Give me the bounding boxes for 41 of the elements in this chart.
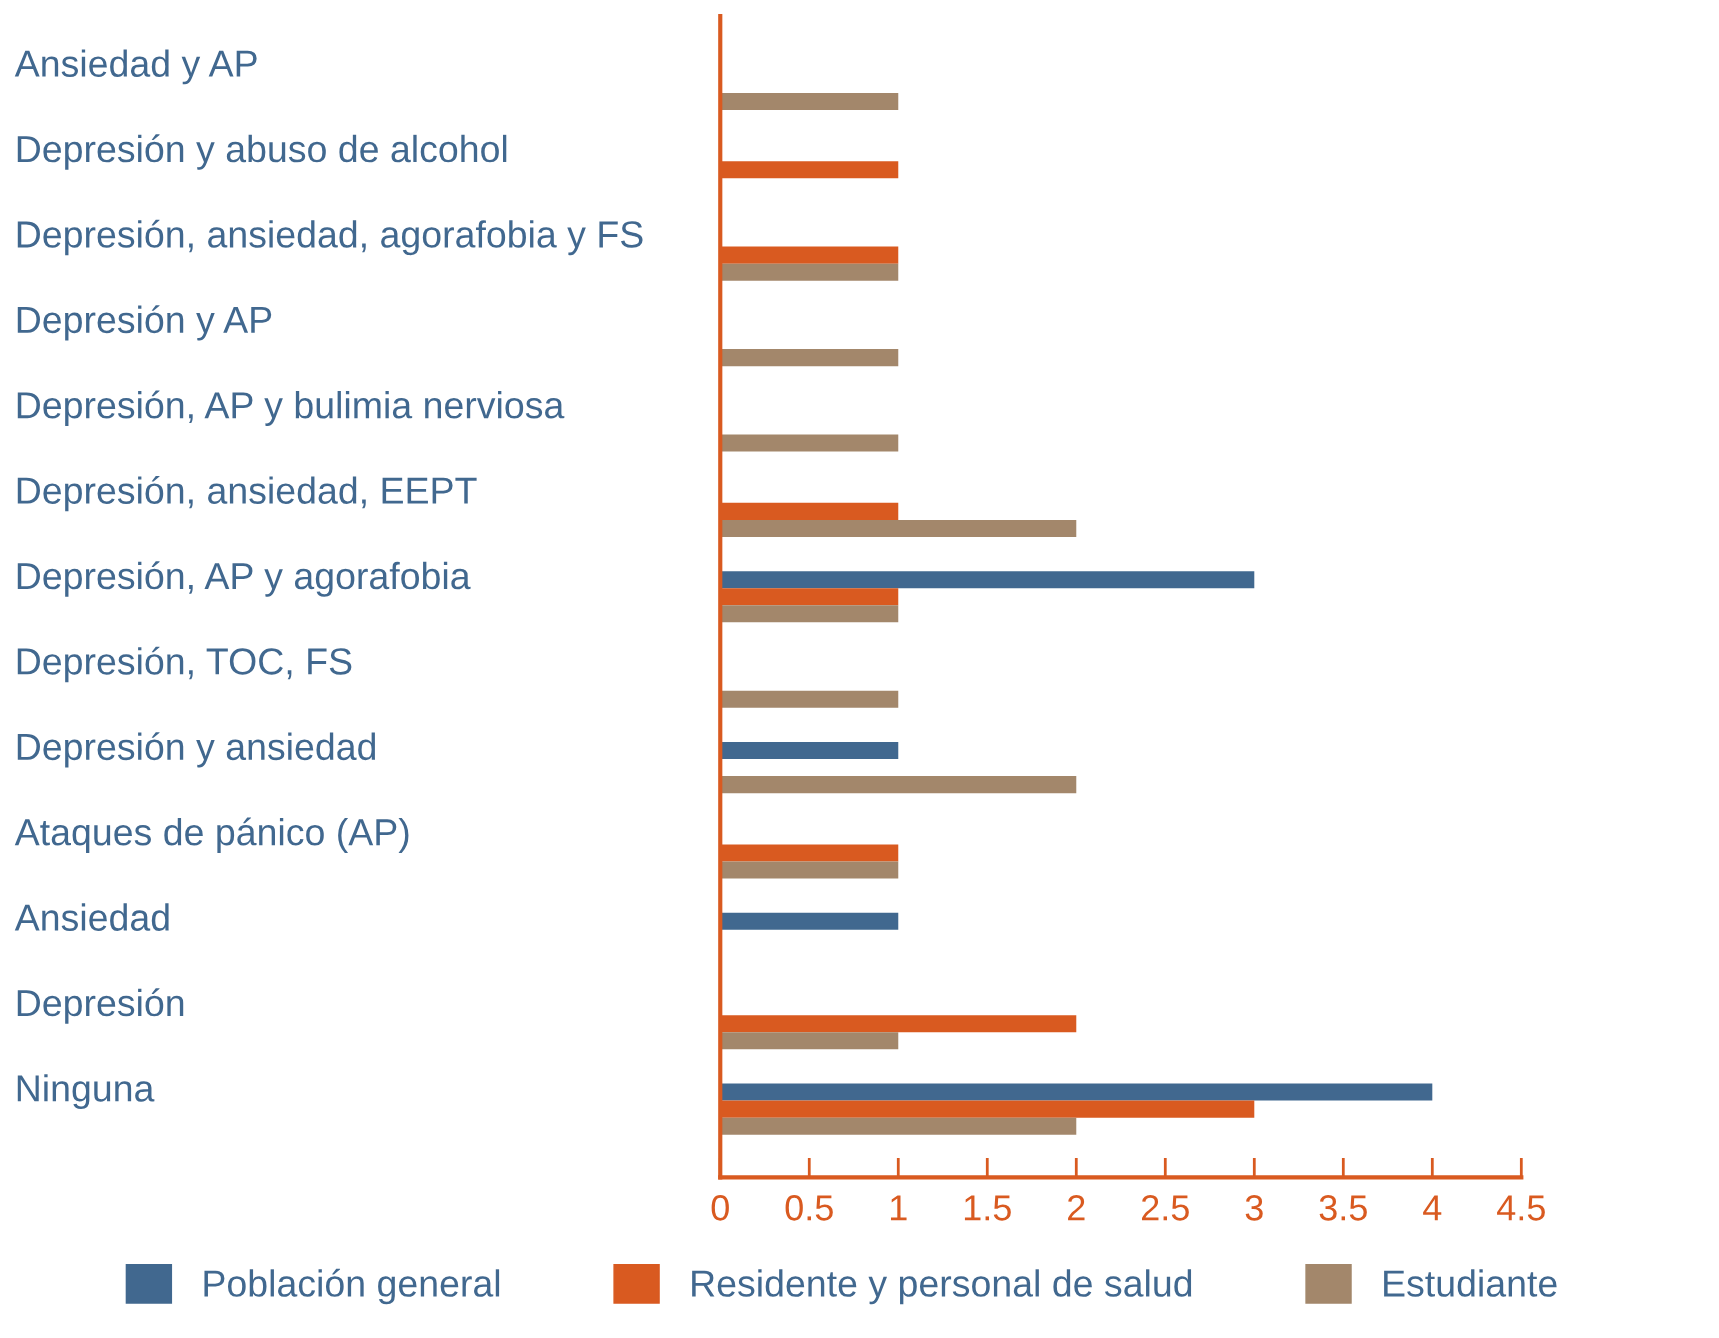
y-tick-label: Depresión, ansiedad, agorafobia y FS [17,219,643,256]
bar [720,690,899,708]
bar [720,571,1255,589]
legend-label: Población general [204,1268,500,1305]
bar [720,434,899,452]
y-tick-label: Depresión y AP [17,305,272,341]
bar [720,349,899,367]
y-tick-label: Ninguna [17,1074,155,1110]
x-tick-label: 0.5 [785,1195,833,1221]
bar [720,861,899,879]
bar [720,1117,1077,1135]
y-tick-label: Depresión y ansiedad [17,732,376,768]
y-tick-label: Depresión, TOC, FS [17,646,352,683]
x-tick-label: 3 [1245,1195,1263,1221]
bar [720,1083,1433,1101]
x-tick-label: 1.5 [964,1195,1011,1221]
y-tick-label: Ansiedad y AP [14,49,257,85]
bar [720,605,899,623]
y-tick-label: Depresión, AP y bulimia nerviosa [17,390,565,426]
legend-label: Estudiante [1384,1269,1557,1297]
x-tick-label: 2 [1068,1195,1085,1221]
x-tick-label: 2.5 [1142,1195,1189,1221]
bar [720,912,899,930]
y-tick-label: Ataques de pánico (AP) [14,817,409,853]
x-tick-label: 4.5 [1497,1195,1545,1221]
x-tick-label: 1 [890,1195,907,1221]
x-tick-label: 3.5 [1319,1195,1367,1221]
bar [720,741,899,759]
bar [720,519,1077,537]
x-tick-label: 0 [711,1195,729,1221]
y-tick-label: Depresión, ansiedad, EEPT [17,475,477,512]
legend-label: Residente y personal de salud [692,1269,1192,1305]
y-tick-label: Depresión, AP y agorafobia [17,561,471,597]
x-tick-label: 4 [1423,1195,1442,1221]
bar [720,1032,899,1050]
bar [720,92,899,110]
y-tick-label: Depresión y abuso de alcohol [17,134,507,170]
y-tick-label: Depresión [17,988,184,1024]
bar [720,263,899,281]
y-tick-label: Ansiedad [14,903,169,931]
bar [720,776,1077,794]
